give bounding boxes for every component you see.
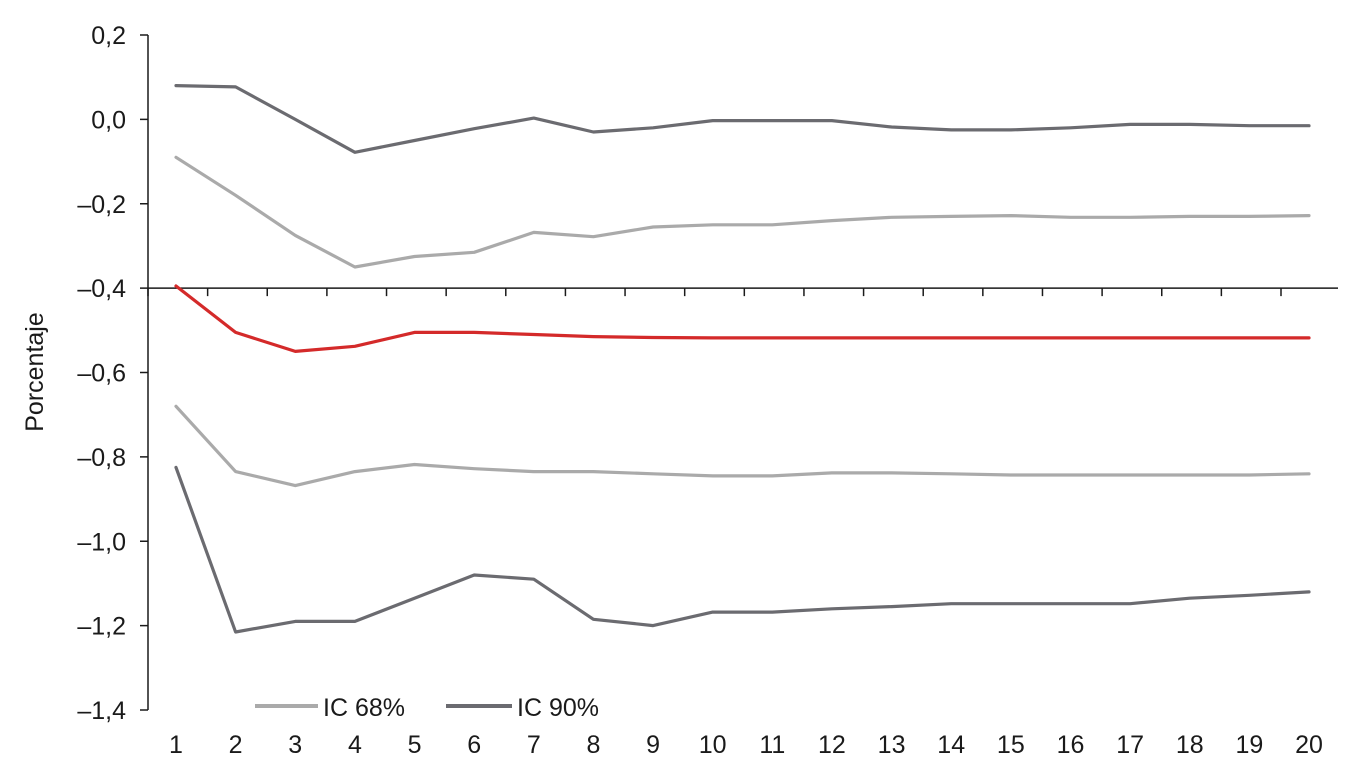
x-tick-label: 5 <box>408 731 422 759</box>
series-line-1 <box>174 83 1311 154</box>
x-tick-label: 1 <box>169 731 183 759</box>
y-tick-label: –1,0 <box>77 528 126 556</box>
x-tick-label: 4 <box>348 731 362 759</box>
x-tick-label: 7 <box>527 731 541 759</box>
y-axis: 0,2 0,0 –0,2 –0,4 –0,6 –0,8 –1,0 –1,2 –1,4 <box>77 22 149 725</box>
x-tick-label: 18 <box>1176 731 1204 759</box>
y-tick-label: –1,2 <box>77 613 126 641</box>
x-axis: 1 2 3 4 5 6 7 8 9 10 11 12 13 14 15 16 17 18 19 20 <box>147 287 1338 759</box>
x-tick-label: 15 <box>997 731 1025 759</box>
x-tick-label: 14 <box>937 731 965 759</box>
y-tick-label: 0,2 <box>91 22 126 50</box>
series-line-4 <box>174 404 1311 488</box>
x-tick-label: 12 <box>818 731 846 759</box>
y-tick-label: 0,0 <box>91 106 126 134</box>
x-tick-label: 9 <box>646 731 660 759</box>
x-tick-label: 2 <box>229 731 243 759</box>
y-tick-label: –0,6 <box>77 360 126 388</box>
x-tick-label: 16 <box>1057 731 1085 759</box>
x-tick-label: 8 <box>586 731 600 759</box>
x-tick-label: 10 <box>699 731 727 759</box>
y-axis-title: Porcentaje <box>21 312 49 432</box>
x-tick-label: 11 <box>759 731 785 759</box>
series-layer <box>174 83 1311 634</box>
series-line-2 <box>174 155 1311 269</box>
y-tick-label: –0,8 <box>77 444 126 472</box>
legend-label: IC 68% <box>323 694 405 722</box>
x-tick-label: 3 <box>288 731 302 759</box>
x-tick-label: 6 <box>467 731 481 759</box>
x-tick-label: 19 <box>1235 731 1263 759</box>
series-line-5 <box>174 465 1311 634</box>
x-tick-label: 17 <box>1116 731 1144 759</box>
y-tick-label: –0,2 <box>77 191 126 219</box>
y-tick-label: –1,4 <box>77 697 126 725</box>
x-tick-label: 13 <box>878 731 906 759</box>
legend-label: IC 90% <box>517 694 599 722</box>
legend: IC 68% IC 90% <box>255 694 599 722</box>
series-line-3 <box>174 284 1311 353</box>
x-tick-label: 20 <box>1295 731 1323 759</box>
y-tick-label: –0,4 <box>77 275 126 303</box>
